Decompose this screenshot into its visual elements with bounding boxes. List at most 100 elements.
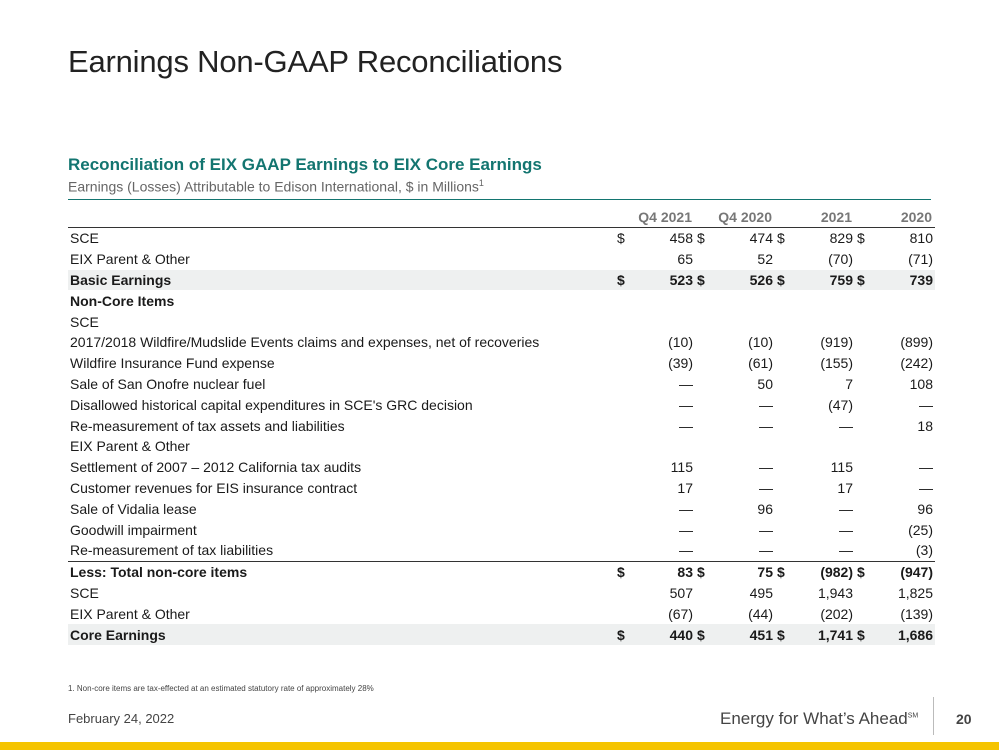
dollar-sign	[855, 478, 881, 499]
row-label: 2017/2018 Wildfire/Mudslide Events claim…	[70, 334, 540, 351]
table-row: Basic Earnings $523 $526 $759 $739	[68, 269, 935, 291]
cell-value: —	[759, 521, 773, 538]
cell-value	[801, 290, 855, 311]
cell-value: (899)	[900, 334, 933, 351]
dollar-sign	[695, 583, 721, 604]
cell-value	[881, 436, 935, 457]
row-label: EIX Parent & Other	[70, 438, 190, 455]
dollar-sign	[775, 332, 801, 353]
table-row: SCE 507 495 1,943 1,825	[68, 583, 935, 604]
cell-value: (947)	[881, 560, 935, 583]
cell-value: —	[759, 459, 773, 476]
footnote: 1. Non-core items are tax-effected at an…	[68, 684, 374, 693]
cell-value: 115	[670, 459, 693, 476]
cell-value: 96	[917, 500, 933, 517]
cell-value: 75	[721, 560, 775, 583]
cell-value: —	[679, 375, 693, 392]
cell-value: —	[839, 417, 853, 434]
row-label: Settlement of 2007 – 2012 California tax…	[70, 459, 362, 476]
dollar-sign: $	[857, 230, 865, 247]
cell-value: 810	[909, 230, 933, 247]
cell-value	[801, 311, 855, 332]
row-label: Wildfire Insurance Fund expense	[70, 355, 275, 372]
table-row: Less: Total non-core items $83 $75 $ (982) $(…	[68, 560, 935, 583]
date: February 24, 2022	[68, 711, 175, 726]
cell-value: (67)	[668, 605, 693, 622]
dollar-sign	[775, 478, 801, 499]
dollar-sign	[615, 394, 641, 415]
cell-value: —	[679, 417, 693, 434]
cell-value: 1,825	[897, 584, 933, 601]
dollar-sign	[855, 353, 881, 374]
table-body: SCE $458 $474 $829 $810 EIX Parent & Other 65 5…	[68, 228, 935, 645]
dollar-sign	[615, 436, 641, 457]
cell-value: (3)	[915, 542, 933, 559]
dollar-sign	[855, 249, 881, 270]
cell-value: 507	[669, 584, 693, 601]
cell-value: 451	[721, 624, 775, 645]
dollar-sign	[695, 415, 721, 436]
col-header: Q4 2020	[718, 209, 772, 225]
dollar-sign	[855, 583, 881, 604]
dollar-sign	[615, 457, 641, 478]
cell-value: 440	[641, 624, 695, 645]
cell-value	[721, 311, 775, 332]
dollar-sign	[855, 290, 881, 311]
dollar-sign	[695, 436, 721, 457]
dollar-sign	[615, 311, 641, 332]
dollar-sign	[775, 436, 801, 457]
dollar-sign	[695, 519, 721, 540]
cell-value: (39)	[668, 355, 693, 372]
dollar-sign	[615, 249, 641, 270]
table-row: Re-measurement of tax liabilities — — — (3)	[68, 540, 935, 561]
dollar-sign: $	[695, 269, 721, 291]
cell-value: —	[839, 500, 853, 517]
cell-value: —	[759, 417, 773, 434]
cell-value: 759	[801, 269, 855, 291]
table-row: Goodwill impairment — — — (25)	[68, 519, 935, 540]
reconciliation-table: Q4 2021 Q4 2020 2021 2020 SCE $458 $474 $82…	[68, 207, 935, 645]
table-row: EIX Parent & Other (67) (44) (202) (139)	[68, 603, 935, 624]
cell-value: (25)	[908, 521, 933, 538]
dollar-sign	[615, 415, 641, 436]
cell-value	[881, 311, 935, 332]
cell-value: —	[839, 542, 853, 559]
dollar-sign	[775, 415, 801, 436]
cell-value: 829	[829, 230, 853, 247]
dollar-sign	[695, 498, 721, 519]
row-label: Disallowed historical capital expenditur…	[70, 396, 473, 413]
cell-value	[721, 290, 775, 311]
cell-value: (139)	[900, 605, 933, 622]
row-label: EIX Parent & Other	[70, 251, 190, 268]
row-label: Re-measurement of tax assets and liabili…	[70, 417, 345, 434]
table-row: EIX Parent & Other 65 52 (70) (71)	[68, 249, 935, 270]
table-row: Core Earnings $440 $451 $1,741 $1,686	[68, 624, 935, 645]
cell-value	[641, 290, 695, 311]
dollar-sign	[695, 311, 721, 332]
dollar-sign	[615, 540, 641, 561]
dollar-sign: $	[775, 269, 801, 291]
cell-value: 523	[641, 269, 695, 291]
dollar-sign: $	[615, 269, 641, 291]
table-row: Wildfire Insurance Fund expense (39) (61) (…	[68, 353, 935, 374]
dollar-sign	[855, 374, 881, 395]
cell-value: (71)	[908, 251, 933, 268]
dollar-sign	[615, 374, 641, 395]
col-header: 2020	[900, 209, 932, 225]
dollar-sign	[775, 394, 801, 415]
dollar-sign	[855, 436, 881, 457]
dollar-sign	[775, 540, 801, 561]
dollar-sign	[775, 498, 801, 519]
cell-value: (47)	[828, 396, 853, 413]
table-row: Disallowed historical capital expenditur…	[68, 394, 935, 415]
dollar-sign	[695, 457, 721, 478]
row-label: SCE	[70, 230, 99, 247]
cell-value	[641, 436, 695, 457]
cell-value: 108	[909, 375, 933, 392]
cell-value: (242)	[900, 355, 933, 372]
cell-value: 50	[757, 375, 773, 392]
row-label: Goodwill impairment	[70, 521, 197, 538]
dollar-sign	[775, 249, 801, 270]
cell-value: 7	[845, 375, 853, 392]
cell-value: (61)	[748, 355, 773, 372]
